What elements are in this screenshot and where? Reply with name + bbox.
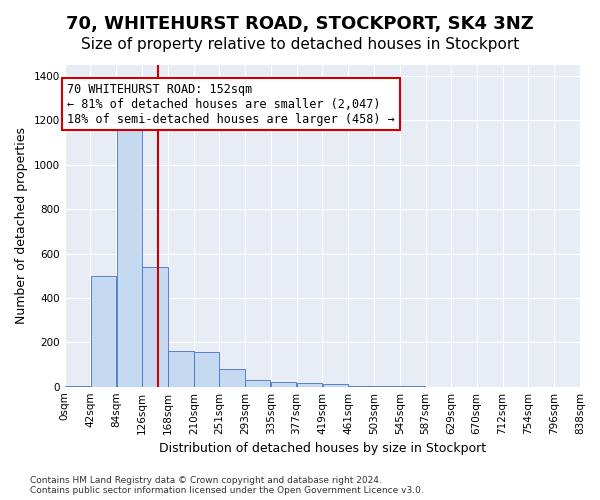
Text: 70 WHITEHURST ROAD: 152sqm
← 81% of detached houses are smaller (2,047)
18% of s: 70 WHITEHURST ROAD: 152sqm ← 81% of deta… [67,82,395,126]
Bar [168,351,194,386]
Text: Size of property relative to detached houses in Stockport: Size of property relative to detached ho… [81,38,519,52]
Bar [219,369,245,386]
Bar [297,384,322,386]
Bar [323,384,348,386]
Bar [116,110,142,386]
Bar [142,267,168,386]
Bar [245,380,271,386]
Bar [271,382,296,386]
Text: Contains HM Land Registry data © Crown copyright and database right 2024.
Contai: Contains HM Land Registry data © Crown c… [30,476,424,495]
Bar [91,276,116,386]
Text: 70, WHITEHURST ROAD, STOCKPORT, SK4 3NZ: 70, WHITEHURST ROAD, STOCKPORT, SK4 3NZ [66,15,534,33]
Y-axis label: Number of detached properties: Number of detached properties [15,128,28,324]
Bar [194,352,220,386]
X-axis label: Distribution of detached houses by size in Stockport: Distribution of detached houses by size … [159,442,486,455]
